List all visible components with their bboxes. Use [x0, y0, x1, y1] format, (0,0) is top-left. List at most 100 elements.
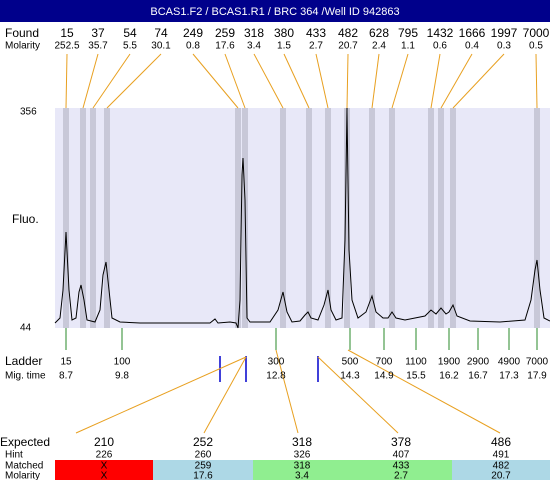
ladder-time: 15.5: [406, 371, 426, 382]
matched-value: 259: [195, 461, 212, 472]
found-size: 15: [60, 26, 74, 40]
peak-connector: [106, 53, 162, 109]
match-cell: [352, 460, 452, 480]
ladder-time: 14.3: [340, 371, 360, 382]
matched-label: Matched: [5, 461, 43, 472]
y-top-label: 356: [20, 107, 37, 118]
found-molarity: 5.5: [123, 41, 137, 52]
connector-lines: [65, 53, 538, 434]
found-molarity: 1.5: [277, 41, 291, 52]
found-size: 7000: [523, 26, 550, 40]
title: BCAS1.F2 / BCAS1.R1 / BRC 364 /Well ID 9…: [150, 6, 399, 18]
peak-band: [428, 108, 434, 328]
ladder-size: 1900: [438, 357, 461, 368]
molarity-value: 2.7: [394, 471, 408, 480]
found-molarity: 0.3: [497, 41, 511, 52]
hint-value: 407: [393, 450, 410, 461]
ladder-time: 17.9: [527, 371, 547, 382]
found-molarity: 17.6: [215, 41, 235, 52]
expected-connector: [203, 356, 247, 434]
ladder-size: 4900: [498, 357, 521, 368]
found-molarity: 0.6: [433, 41, 447, 52]
peak-band: [306, 108, 312, 328]
matched-value: 318: [294, 461, 311, 472]
peak-connector: [391, 53, 409, 109]
peak-connector: [535, 53, 538, 109]
hint-value: 226: [96, 450, 113, 461]
peak-connector: [92, 53, 131, 109]
ladder-size: 700: [376, 357, 393, 368]
ladder-size: 100: [114, 357, 131, 368]
expected-connector: [317, 356, 399, 434]
ladder-size: 300: [268, 357, 285, 368]
found-size: 628: [369, 26, 389, 40]
found-molarity: 2.4: [372, 41, 386, 52]
peak-band: [389, 108, 395, 328]
title-bar: [0, 0, 550, 22]
match-cell: [153, 460, 253, 480]
peak-band: [80, 108, 86, 328]
ladder-size: 2900: [467, 357, 490, 368]
matched-value: 482: [493, 461, 510, 472]
peak-band: [235, 108, 241, 328]
peak-band: [344, 108, 350, 328]
y-axis-label: Fluo.: [12, 212, 39, 226]
found-size: 1997: [491, 26, 518, 40]
peak-band: [63, 108, 69, 328]
peak-connector: [82, 53, 99, 109]
expected-value: 318: [292, 435, 312, 449]
peak-connector: [192, 53, 239, 109]
mig-time-label: Mig. time: [5, 371, 46, 382]
peak-connector: [371, 53, 380, 109]
matched-value: 433: [393, 461, 410, 472]
peak-connector: [430, 53, 441, 109]
ladder-time: 16.2: [439, 371, 459, 382]
peak-connector: [440, 53, 473, 109]
molarity-label: Molarity: [5, 471, 40, 480]
ladder-size: 1100: [405, 357, 427, 368]
peak-connector: [65, 53, 68, 109]
match-cell: [253, 460, 352, 480]
expected-value: 486: [491, 435, 511, 449]
peak-connector: [315, 53, 329, 109]
match-cell: [55, 460, 153, 480]
peak-connector: [452, 53, 505, 109]
ladder-time: 14.9: [374, 371, 394, 382]
molarity-value: 20.7: [491, 471, 511, 480]
ladder-time: 9.8: [115, 371, 129, 382]
expected-value: 378: [391, 435, 411, 449]
peak-band: [104, 108, 110, 328]
expected-connector: [275, 349, 299, 434]
found-molarity: 0.5: [529, 41, 543, 52]
found-size: 74: [154, 26, 168, 40]
found-molarity: 0.4: [465, 41, 479, 52]
found-size: 318: [244, 26, 264, 40]
expected-value: 210: [94, 435, 114, 449]
hint-value: 491: [493, 450, 510, 461]
peak-band: [534, 108, 540, 328]
ladder-label: Ladder: [5, 354, 42, 368]
ladder-time: 16.7: [468, 371, 488, 382]
peak-band: [438, 108, 444, 328]
ladder-time: 8.7: [59, 371, 73, 382]
ladder-time: 17.3: [499, 371, 519, 382]
hint-label: Hint: [5, 450, 23, 461]
found-molarity: 252.5: [54, 41, 79, 52]
match-cell: [452, 460, 550, 480]
peak-band: [369, 108, 375, 328]
found-size: 54: [123, 26, 137, 40]
found-label: Found: [5, 26, 39, 40]
found-molarity: 0.8: [186, 41, 200, 52]
ladder-time: 12.8: [266, 371, 286, 382]
found-molarity: 30.1: [151, 41, 171, 52]
found-molarity: 1.1: [401, 41, 415, 52]
peak-bands: [63, 108, 540, 328]
plot-area: [55, 108, 550, 328]
peak-band: [450, 108, 456, 328]
found-molarity: 2.7: [309, 41, 323, 52]
matched-value: X: [101, 461, 108, 472]
peak-connector: [346, 53, 349, 109]
peak-band: [280, 108, 286, 328]
